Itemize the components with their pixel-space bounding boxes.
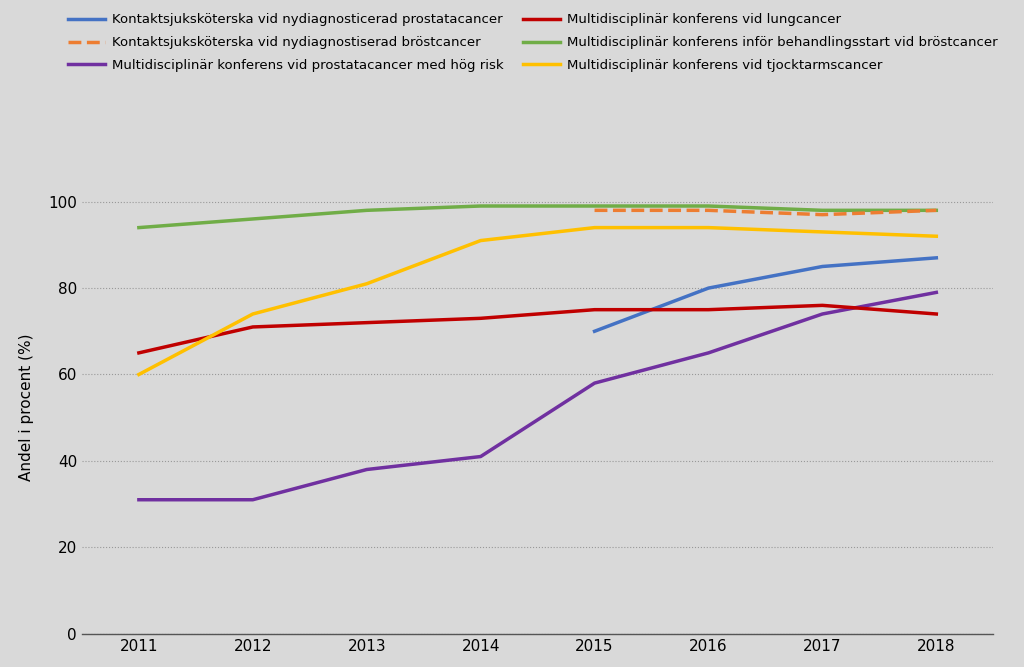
Y-axis label: Andel i procent (%): Andel i procent (%) <box>19 333 34 481</box>
Legend: Kontaktsjuksköterska vid nydiagnosticerad prostatacancer, Kontaktsjuksköterska v: Kontaktsjuksköterska vid nydiagnosticera… <box>68 13 997 72</box>
